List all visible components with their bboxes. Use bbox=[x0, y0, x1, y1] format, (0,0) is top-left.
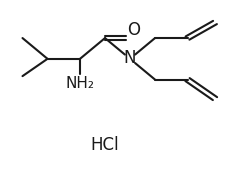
Text: N: N bbox=[124, 49, 136, 67]
Text: HCl: HCl bbox=[91, 136, 119, 154]
Text: NH₂: NH₂ bbox=[66, 76, 94, 90]
Text: O: O bbox=[127, 21, 140, 39]
